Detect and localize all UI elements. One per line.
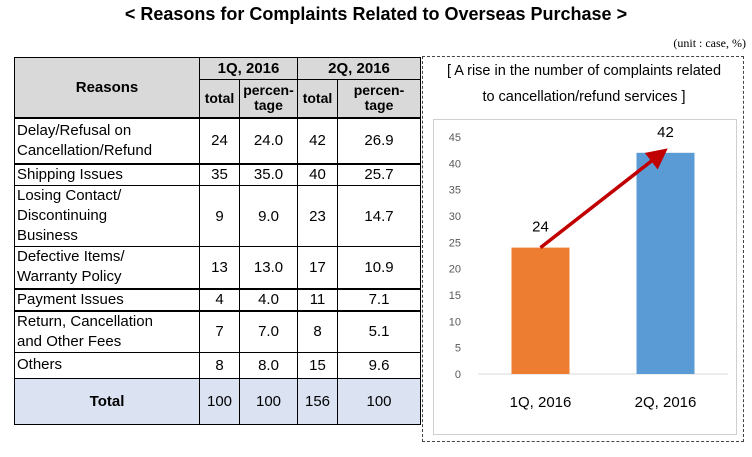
- q1-total-header: total: [199, 79, 240, 118]
- chart-title-line-2: to cancellation/refund services ]: [482, 89, 686, 105]
- q2-pct-cell: 14.7: [337, 185, 421, 247]
- total-q1-total-cell: 100: [199, 377, 240, 425]
- table-row: Shipping Issues 35 35.0 40 25.7: [14, 163, 421, 186]
- q2-total-cell: 8: [297, 310, 338, 353]
- q2-pct-cell: 5.1: [337, 310, 421, 353]
- trend-arrow: [539, 148, 668, 249]
- reason-cell: Shipping Issues: [14, 163, 200, 186]
- bar-2: [636, 152, 695, 374]
- bar-1: [511, 247, 570, 374]
- table-row: Return, Cancellation and Other Fees 7 7.0 8 5…: [14, 310, 421, 353]
- q1-percentage-header: percen-tage: [239, 79, 298, 118]
- q2-pct-cell: 26.9: [337, 116, 421, 165]
- chart-title-line-1: [ A rise in the number of complaints rel…: [446, 63, 722, 79]
- q2-percentage-header: percen-tage: [337, 79, 421, 118]
- q1-pct-cell: 24.0: [239, 116, 298, 165]
- reason-cell: Return, Cancellation and Other Fees: [14, 310, 200, 353]
- q2-total-cell: 23: [297, 185, 338, 247]
- q1-total-cell: 24: [199, 116, 240, 165]
- q1-pct-cell: 7.0: [239, 310, 298, 353]
- reason-cell: Payment Issues: [14, 287, 200, 312]
- y-tick-label: 45: [449, 132, 461, 144]
- category-label: 1Q, 2016: [510, 394, 572, 411]
- y-tick-label: 25: [449, 237, 461, 249]
- q1-total-cell: 13: [199, 246, 240, 289]
- table-row: Defective Items/Warranty Policy 13 13.0 17 1…: [14, 246, 421, 289]
- table-row: Payment Issues 4 4.0 11 7.1: [14, 287, 421, 312]
- total-row: Total 100 100 156 100: [14, 377, 421, 425]
- complaints-table: Reasons 1Q, 2016 2Q, 2016 total percen-t…: [14, 57, 421, 425]
- q2-pct-cell: 7.1: [337, 287, 421, 312]
- y-tick-label: 10: [449, 316, 461, 328]
- y-tick-label: 15: [449, 290, 461, 302]
- q2-total-cell: 15: [297, 351, 338, 379]
- q2-total-header: total: [297, 79, 338, 118]
- q1-total-cell: 7: [199, 310, 240, 353]
- y-tick-label: 20: [449, 264, 461, 276]
- total-q2-pct-cell: 100: [337, 377, 421, 425]
- reasons-header: Reasons: [14, 57, 200, 118]
- q2-pct-cell: 10.9: [337, 246, 421, 289]
- q1-total-cell: 9: [199, 185, 240, 247]
- y-tick-label: 0: [455, 369, 461, 381]
- q1-total-cell: 35: [199, 163, 240, 186]
- category-label: 2Q, 2016: [635, 394, 697, 411]
- data-label: 24: [532, 219, 549, 236]
- chart-area: 0 5 10 15 20 25 30 35 40 45 24 1Q, 2016 42 2Q, 2016: [433, 119, 737, 435]
- q1-pct-cell: 9.0: [239, 185, 298, 247]
- chart-panel: [ A rise in the number of complaints rel…: [422, 56, 744, 442]
- unit-note: (unit : case, %): [673, 36, 746, 50]
- y-tick-label: 35: [449, 185, 461, 197]
- reason-cell: Losing Contact/Discontinuing Business: [14, 185, 200, 247]
- table-row: Delay/Refusal on Cancellation/Refund 24 24.…: [14, 116, 421, 165]
- q1-header: 1Q, 2016: [199, 57, 298, 80]
- q1-total-cell: 8: [199, 351, 240, 379]
- q1-pct-cell: 4.0: [239, 287, 298, 312]
- bar-chart: 0 5 10 15 20 25 30 35 40 45 24 1Q, 2016 42 2Q, 2016: [449, 124, 728, 411]
- q2-total-cell: 40: [297, 163, 338, 186]
- data-label: 42: [657, 124, 674, 141]
- q2-total-cell: 17: [297, 246, 338, 289]
- y-tick-label: 30: [449, 211, 461, 223]
- y-tick-label: 5: [455, 343, 461, 355]
- q2-total-cell: 11: [297, 287, 338, 312]
- q2-total-cell: 42: [297, 116, 338, 165]
- q1-total-cell: 4: [199, 287, 240, 312]
- q2-header: 2Q, 2016: [297, 57, 421, 80]
- q1-pct-cell: 13.0: [239, 246, 298, 289]
- q1-pct-cell: 8.0: [239, 351, 298, 379]
- reason-cell: Delay/Refusal on Cancellation/Refund: [14, 116, 200, 165]
- reason-cell: Defective Items/Warranty Policy: [14, 246, 200, 289]
- total-q2-total-cell: 156: [297, 377, 338, 425]
- total-q1-pct-cell: 100: [239, 377, 298, 425]
- table-row: Others 8 8.0 15 9.6: [14, 351, 421, 379]
- page-title: < Reasons for Complaints Related to Over…: [124, 4, 628, 24]
- reason-cell: Others: [14, 351, 200, 379]
- table-row: Losing Contact/Discontinuing Business 9 9.0…: [14, 185, 421, 247]
- q1-pct-cell: 35.0: [239, 163, 298, 186]
- q2-pct-cell: 25.7: [337, 163, 421, 186]
- q2-pct-cell: 9.6: [337, 351, 421, 379]
- total-label: Total: [14, 377, 200, 425]
- y-tick-label: 40: [449, 158, 461, 170]
